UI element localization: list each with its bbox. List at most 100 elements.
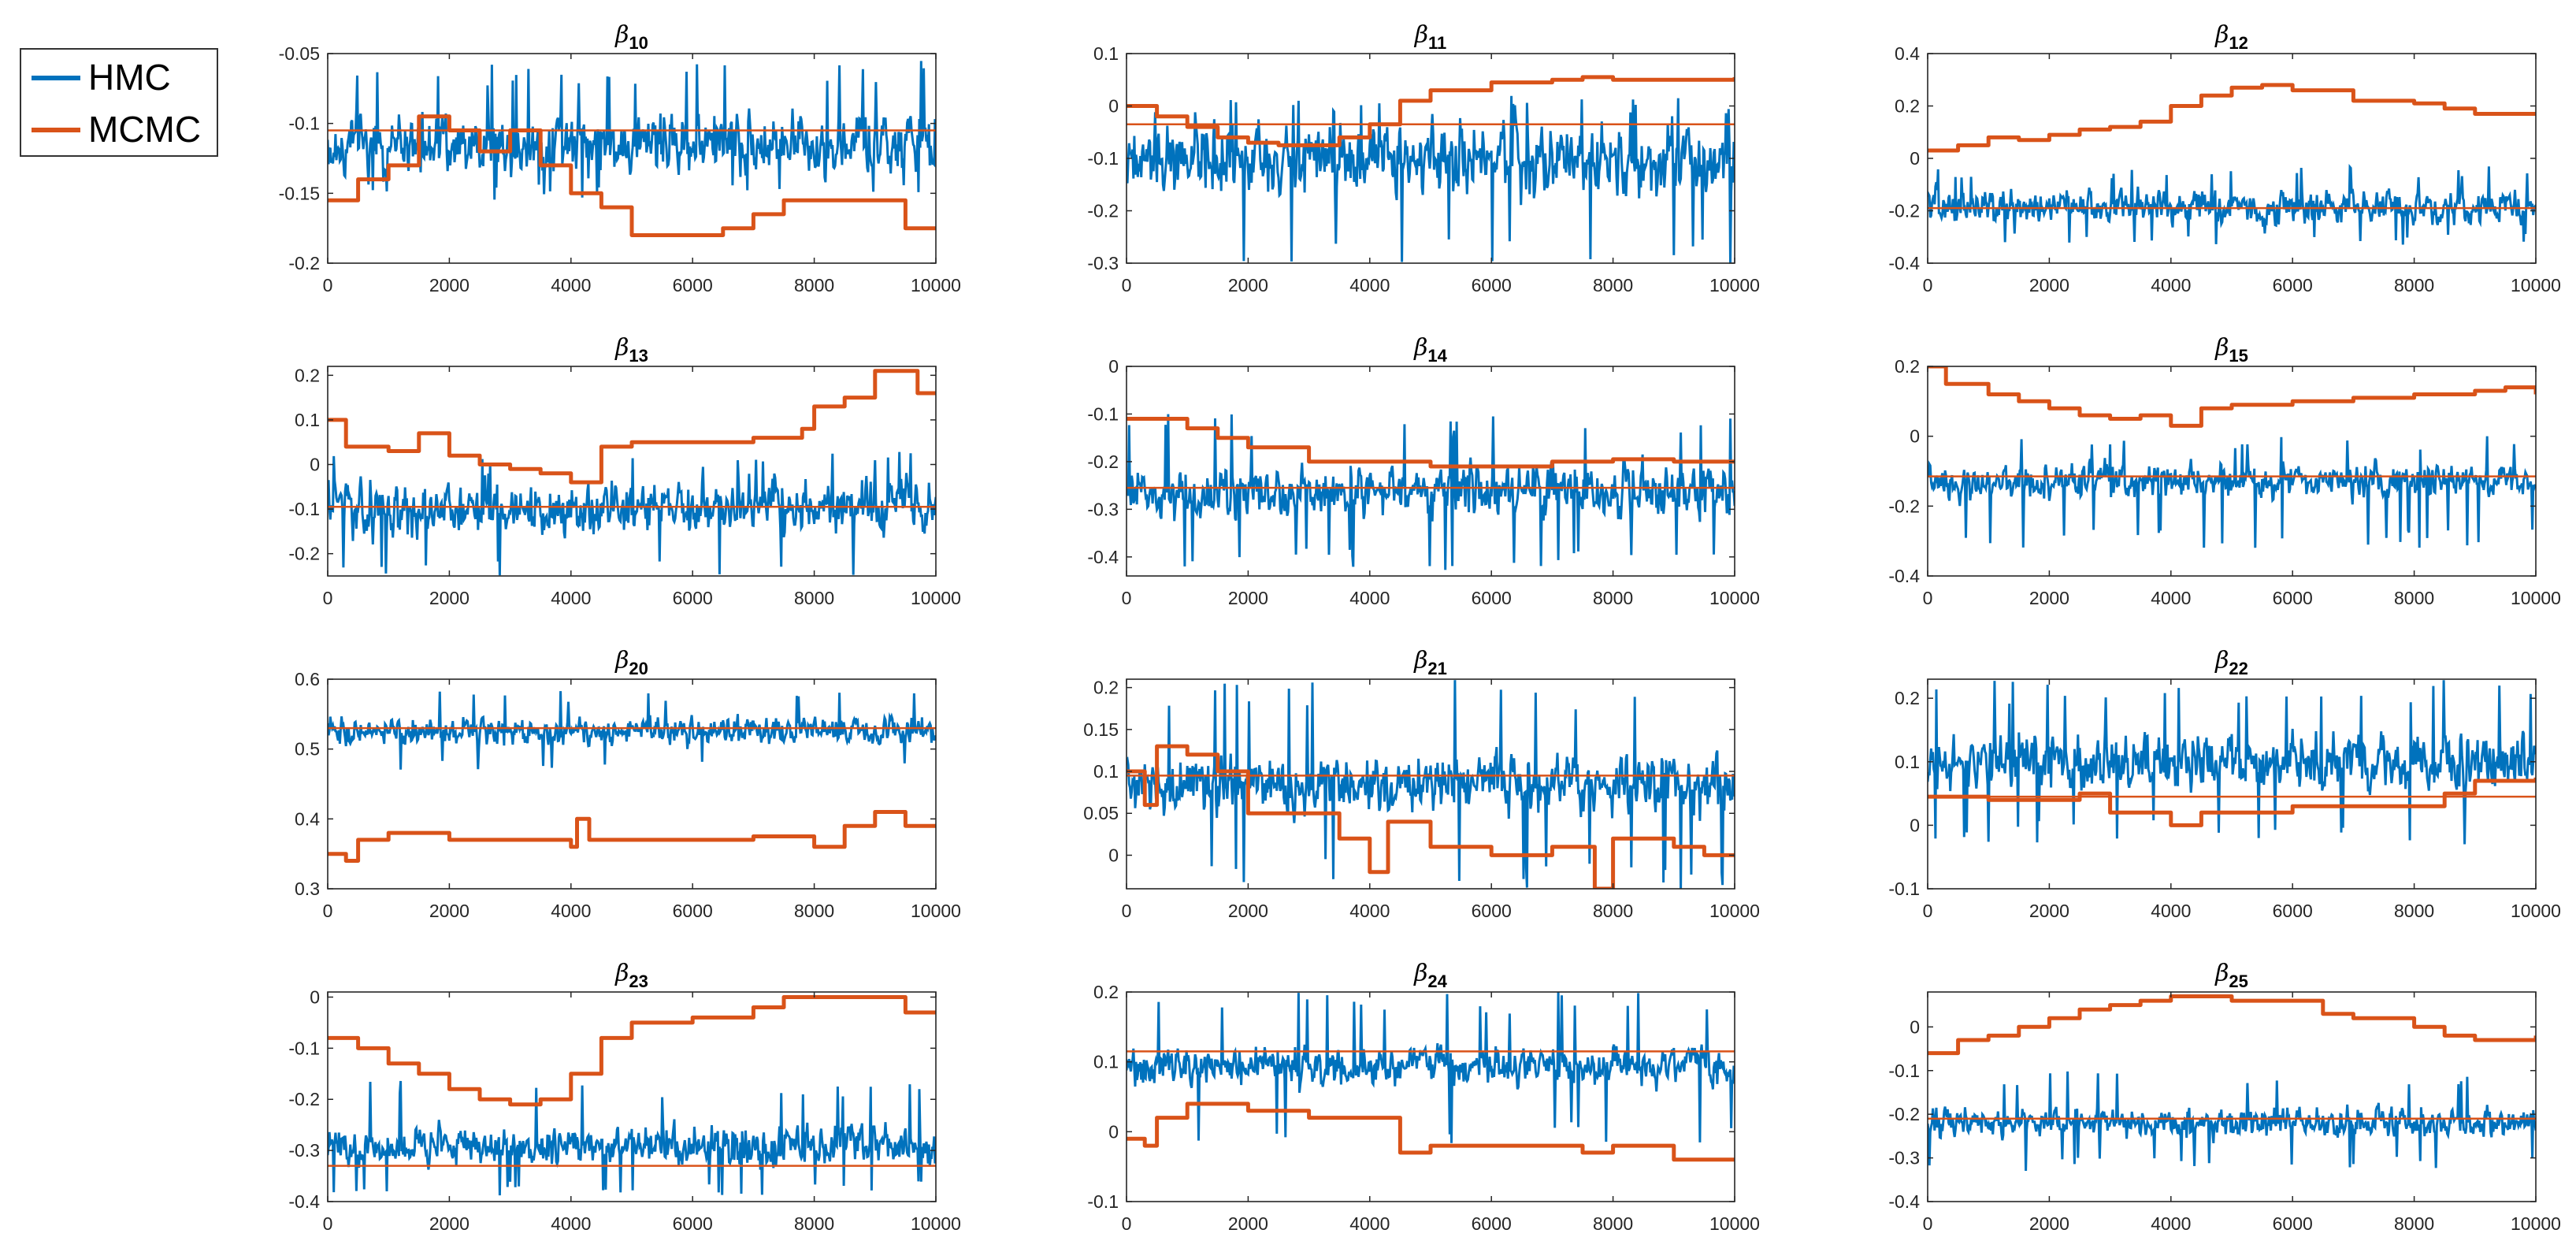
title-subscript: 20 xyxy=(629,659,648,678)
mcmc-trace xyxy=(328,369,936,485)
y-tick-label: -0.2 xyxy=(1087,201,1119,221)
x-tick-label: 0 xyxy=(1122,1213,1132,1234)
x-tick-label: 6000 xyxy=(673,1213,713,1234)
plot-area xyxy=(328,679,936,889)
title-subscript: 25 xyxy=(2229,972,2248,991)
title-subscript: 12 xyxy=(2229,33,2248,53)
x-tick-label: 6000 xyxy=(2273,275,2313,295)
subplot-title: β13 xyxy=(614,334,648,366)
x-tick-label: 8000 xyxy=(794,1213,834,1234)
x-tick-label: 8000 xyxy=(1593,275,1633,295)
y-tick-label: 0.1 xyxy=(1895,752,1920,772)
subplot-title: β15 xyxy=(2214,334,2248,366)
y-tick-label: -0.2 xyxy=(1888,1104,1920,1124)
mcmc-trace xyxy=(1127,75,1735,147)
y-tick-label: -0.05 xyxy=(279,43,320,64)
mcmc-trace xyxy=(1127,744,1735,889)
x-tick-label: 0 xyxy=(1923,588,1933,608)
axes-box xyxy=(1126,991,1735,1202)
title-symbol: β xyxy=(614,21,629,49)
x-tick-label: 4000 xyxy=(551,901,591,921)
y-tick-label: 0 xyxy=(310,455,320,475)
y-tick-label: 0.1 xyxy=(295,410,320,430)
title-symbol: β xyxy=(1413,960,1427,987)
axes-box xyxy=(327,678,937,890)
subplot-beta-21: 0 2000 4000 6000 8000 10000 0 0.05 0.1 0.15 0.2 β21 xyxy=(1083,647,1760,921)
y-tick-label: 0.4 xyxy=(1895,43,1920,64)
x-tick-label: 0 xyxy=(1923,275,1933,295)
x-tick-label: 10000 xyxy=(911,275,961,295)
x-tick-label: 0 xyxy=(323,901,333,921)
x-tick-label: 0 xyxy=(1923,1213,1933,1234)
x-tick-label: 2000 xyxy=(429,901,470,921)
x-tick-label: 4000 xyxy=(1349,275,1390,295)
subplot-title: β22 xyxy=(2214,647,2248,678)
x-tick-label: 0 xyxy=(1122,275,1132,295)
x-tick-label: 0 xyxy=(323,588,333,608)
y-tick-label: -0.1 xyxy=(288,499,320,519)
y-tick-label: 0 xyxy=(1108,356,1119,377)
x-tick-label: 0 xyxy=(1923,901,1933,921)
y-tick-label: -0.1 xyxy=(1888,1061,1920,1081)
y-tick-label: 0 xyxy=(1108,96,1119,117)
x-tick-label: 10000 xyxy=(911,1213,961,1234)
x-tick-label: 4000 xyxy=(551,588,591,608)
subplot-title: β25 xyxy=(2214,960,2248,991)
title-symbol: β xyxy=(1414,21,1428,49)
x-tick-label: 10000 xyxy=(1709,275,1760,295)
title-subscript: 14 xyxy=(1427,346,1447,366)
axes-box xyxy=(1927,991,2537,1202)
y-tick-label: 0.2 xyxy=(1895,356,1920,377)
subplot-title: β24 xyxy=(1413,960,1448,991)
y-tick-label: -0.3 xyxy=(1087,253,1119,273)
x-tick-label: 8000 xyxy=(2394,901,2434,921)
axes-box xyxy=(327,366,937,577)
title-symbol: β xyxy=(1413,647,1427,674)
x-tick-label: 6000 xyxy=(673,588,713,608)
title-symbol: β xyxy=(2214,21,2229,49)
legend-mcmc-label: MCMC xyxy=(88,109,201,150)
subplot-title: β14 xyxy=(1413,334,1448,366)
y-tick-label: -0.3 xyxy=(288,1140,320,1161)
y-tick-label: -0.2 xyxy=(288,544,320,564)
mcmc-trace xyxy=(1928,83,2536,153)
y-tick-label: -0.1 xyxy=(288,1038,320,1058)
title-subscript: 10 xyxy=(629,33,648,53)
x-tick-label: 2000 xyxy=(429,275,470,295)
subplot-title: β11 xyxy=(1414,21,1447,53)
axes-box xyxy=(1927,678,2537,890)
x-tick-label: 8000 xyxy=(2394,588,2434,608)
y-tick-label: -0.1 xyxy=(1888,879,1920,899)
x-tick-label: 6000 xyxy=(2273,1213,2313,1234)
hmc-trace xyxy=(1928,436,2536,548)
x-tick-label: 2000 xyxy=(429,1213,470,1234)
x-tick-label: 6000 xyxy=(1472,588,1512,608)
legend: HMC MCMC xyxy=(20,48,218,157)
y-tick-label: -0.4 xyxy=(288,1191,320,1212)
y-tick-label: 0 xyxy=(1108,845,1119,865)
x-tick-label: 2000 xyxy=(429,588,470,608)
title-symbol: β xyxy=(614,960,629,987)
mcmc-trace xyxy=(1127,417,1735,469)
x-tick-label: 2000 xyxy=(2029,901,2069,921)
y-tick-label: 0.6 xyxy=(295,669,320,689)
legend-hmc-label: HMC xyxy=(88,57,171,98)
x-tick-label: 8000 xyxy=(2394,275,2434,295)
plot-area xyxy=(1127,992,1735,1202)
x-tick-label: 0 xyxy=(1122,588,1132,608)
plot-area xyxy=(1928,992,2536,1202)
mcmc-trace xyxy=(328,995,936,1107)
x-tick-label: 6000 xyxy=(1472,275,1512,295)
x-tick-label: 8000 xyxy=(2394,1213,2434,1234)
y-tick-label: -0.4 xyxy=(1888,253,1920,273)
title-subscript: 21 xyxy=(1427,659,1446,678)
y-tick-label: -0.2 xyxy=(288,1089,320,1109)
x-tick-label: 8000 xyxy=(794,901,834,921)
y-tick-label: 0.1 xyxy=(1093,43,1119,64)
y-tick-label: 0.2 xyxy=(1093,982,1119,1002)
hmc-trace xyxy=(1928,164,2536,245)
title-symbol: β xyxy=(614,334,629,362)
hmc-trace xyxy=(1127,992,1735,1143)
